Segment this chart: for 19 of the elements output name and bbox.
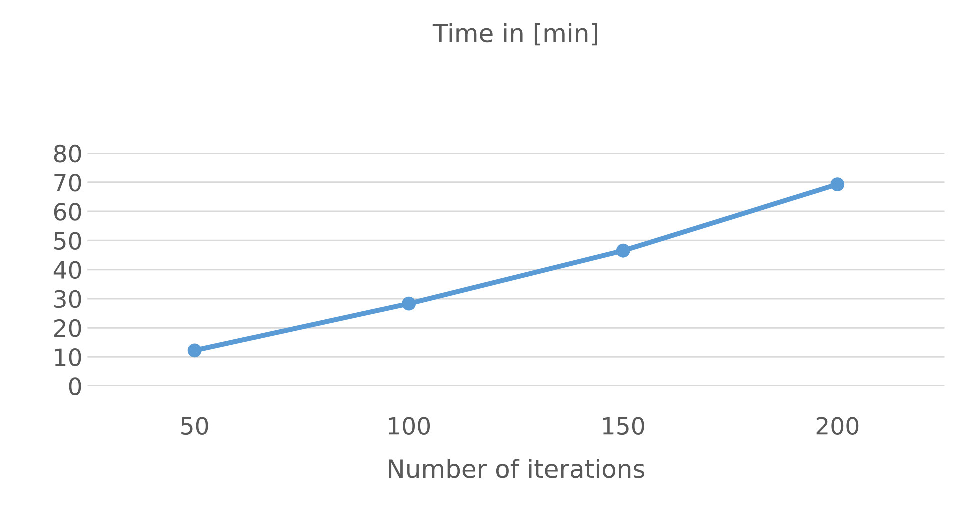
y-tick-label: 70 [54,174,82,192]
point [830,178,845,192]
x-tick-label: 200 [816,417,859,435]
y-tick-label: 40 [54,261,82,280]
x-tick-label: 150 [603,417,644,435]
y-tick-label: 60 [54,203,82,221]
chart-title: Time in [min] [432,23,598,46]
y-tick-label: 20 [54,319,82,338]
y-tick-label: 30 [54,290,82,308]
x-axis-title: Number of iterations [389,459,645,478]
point [402,296,416,311]
x-tick-label: 100 [389,417,430,435]
point [616,244,630,258]
y-tick-label: 10 [55,348,82,366]
point [188,344,202,358]
y-tick-label: 80 [54,144,82,163]
y-tick-label: 0 [69,378,82,396]
x-tick-label: 50 [182,417,208,435]
y-tick-label: 50 [54,232,82,250]
